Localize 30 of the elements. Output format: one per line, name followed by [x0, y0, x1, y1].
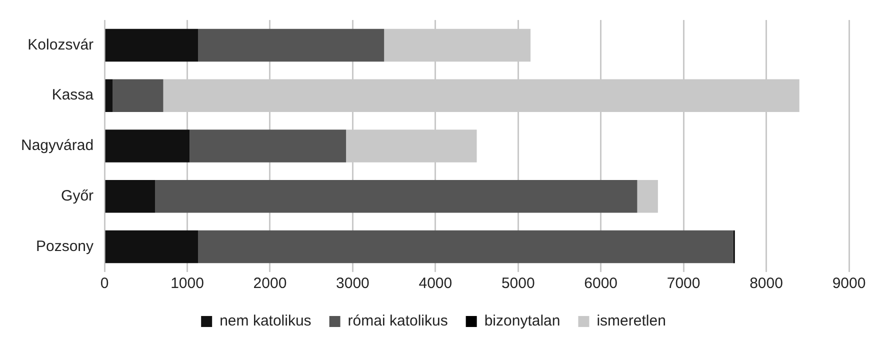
bar: [112, 79, 164, 112]
x-tick-label: 4000: [418, 275, 452, 292]
x-tick-label: 9000: [832, 275, 866, 292]
x-tick-label: 0: [100, 275, 109, 292]
x-tick-label: 7000: [666, 275, 700, 292]
bar: [105, 28, 198, 62]
bar: [105, 130, 190, 162]
legend-label: bizonytalan: [484, 312, 560, 330]
y-tick-label: Pozsony: [36, 238, 94, 255]
y-tick-label: Kolozsvár: [28, 36, 94, 54]
bar: [198, 28, 384, 62]
bar: [154, 180, 638, 213]
bar: [105, 79, 113, 112]
legend-label: római katolikus: [348, 312, 448, 330]
y-tick-label: Nagyvárad: [20, 137, 94, 154]
x-tick-label: 6000: [584, 275, 618, 292]
x-tick-label: 8000: [750, 275, 783, 292]
bar: [190, 130, 346, 162]
legend-label: nem katolikus: [220, 312, 312, 330]
bar: [637, 180, 658, 213]
x-tick-label: 1000: [170, 275, 204, 292]
y-tick-label: Győr: [61, 188, 94, 205]
x-tick-label: 3000: [336, 275, 370, 292]
y-tick-label: Kassa: [52, 86, 94, 104]
x-tick-label: 2000: [253, 275, 287, 292]
bar: [198, 230, 734, 264]
x-tick-label: 5000: [501, 275, 535, 292]
bar: [105, 180, 155, 213]
legend-label: ismeretlen: [596, 312, 666, 330]
bar: [105, 230, 198, 264]
